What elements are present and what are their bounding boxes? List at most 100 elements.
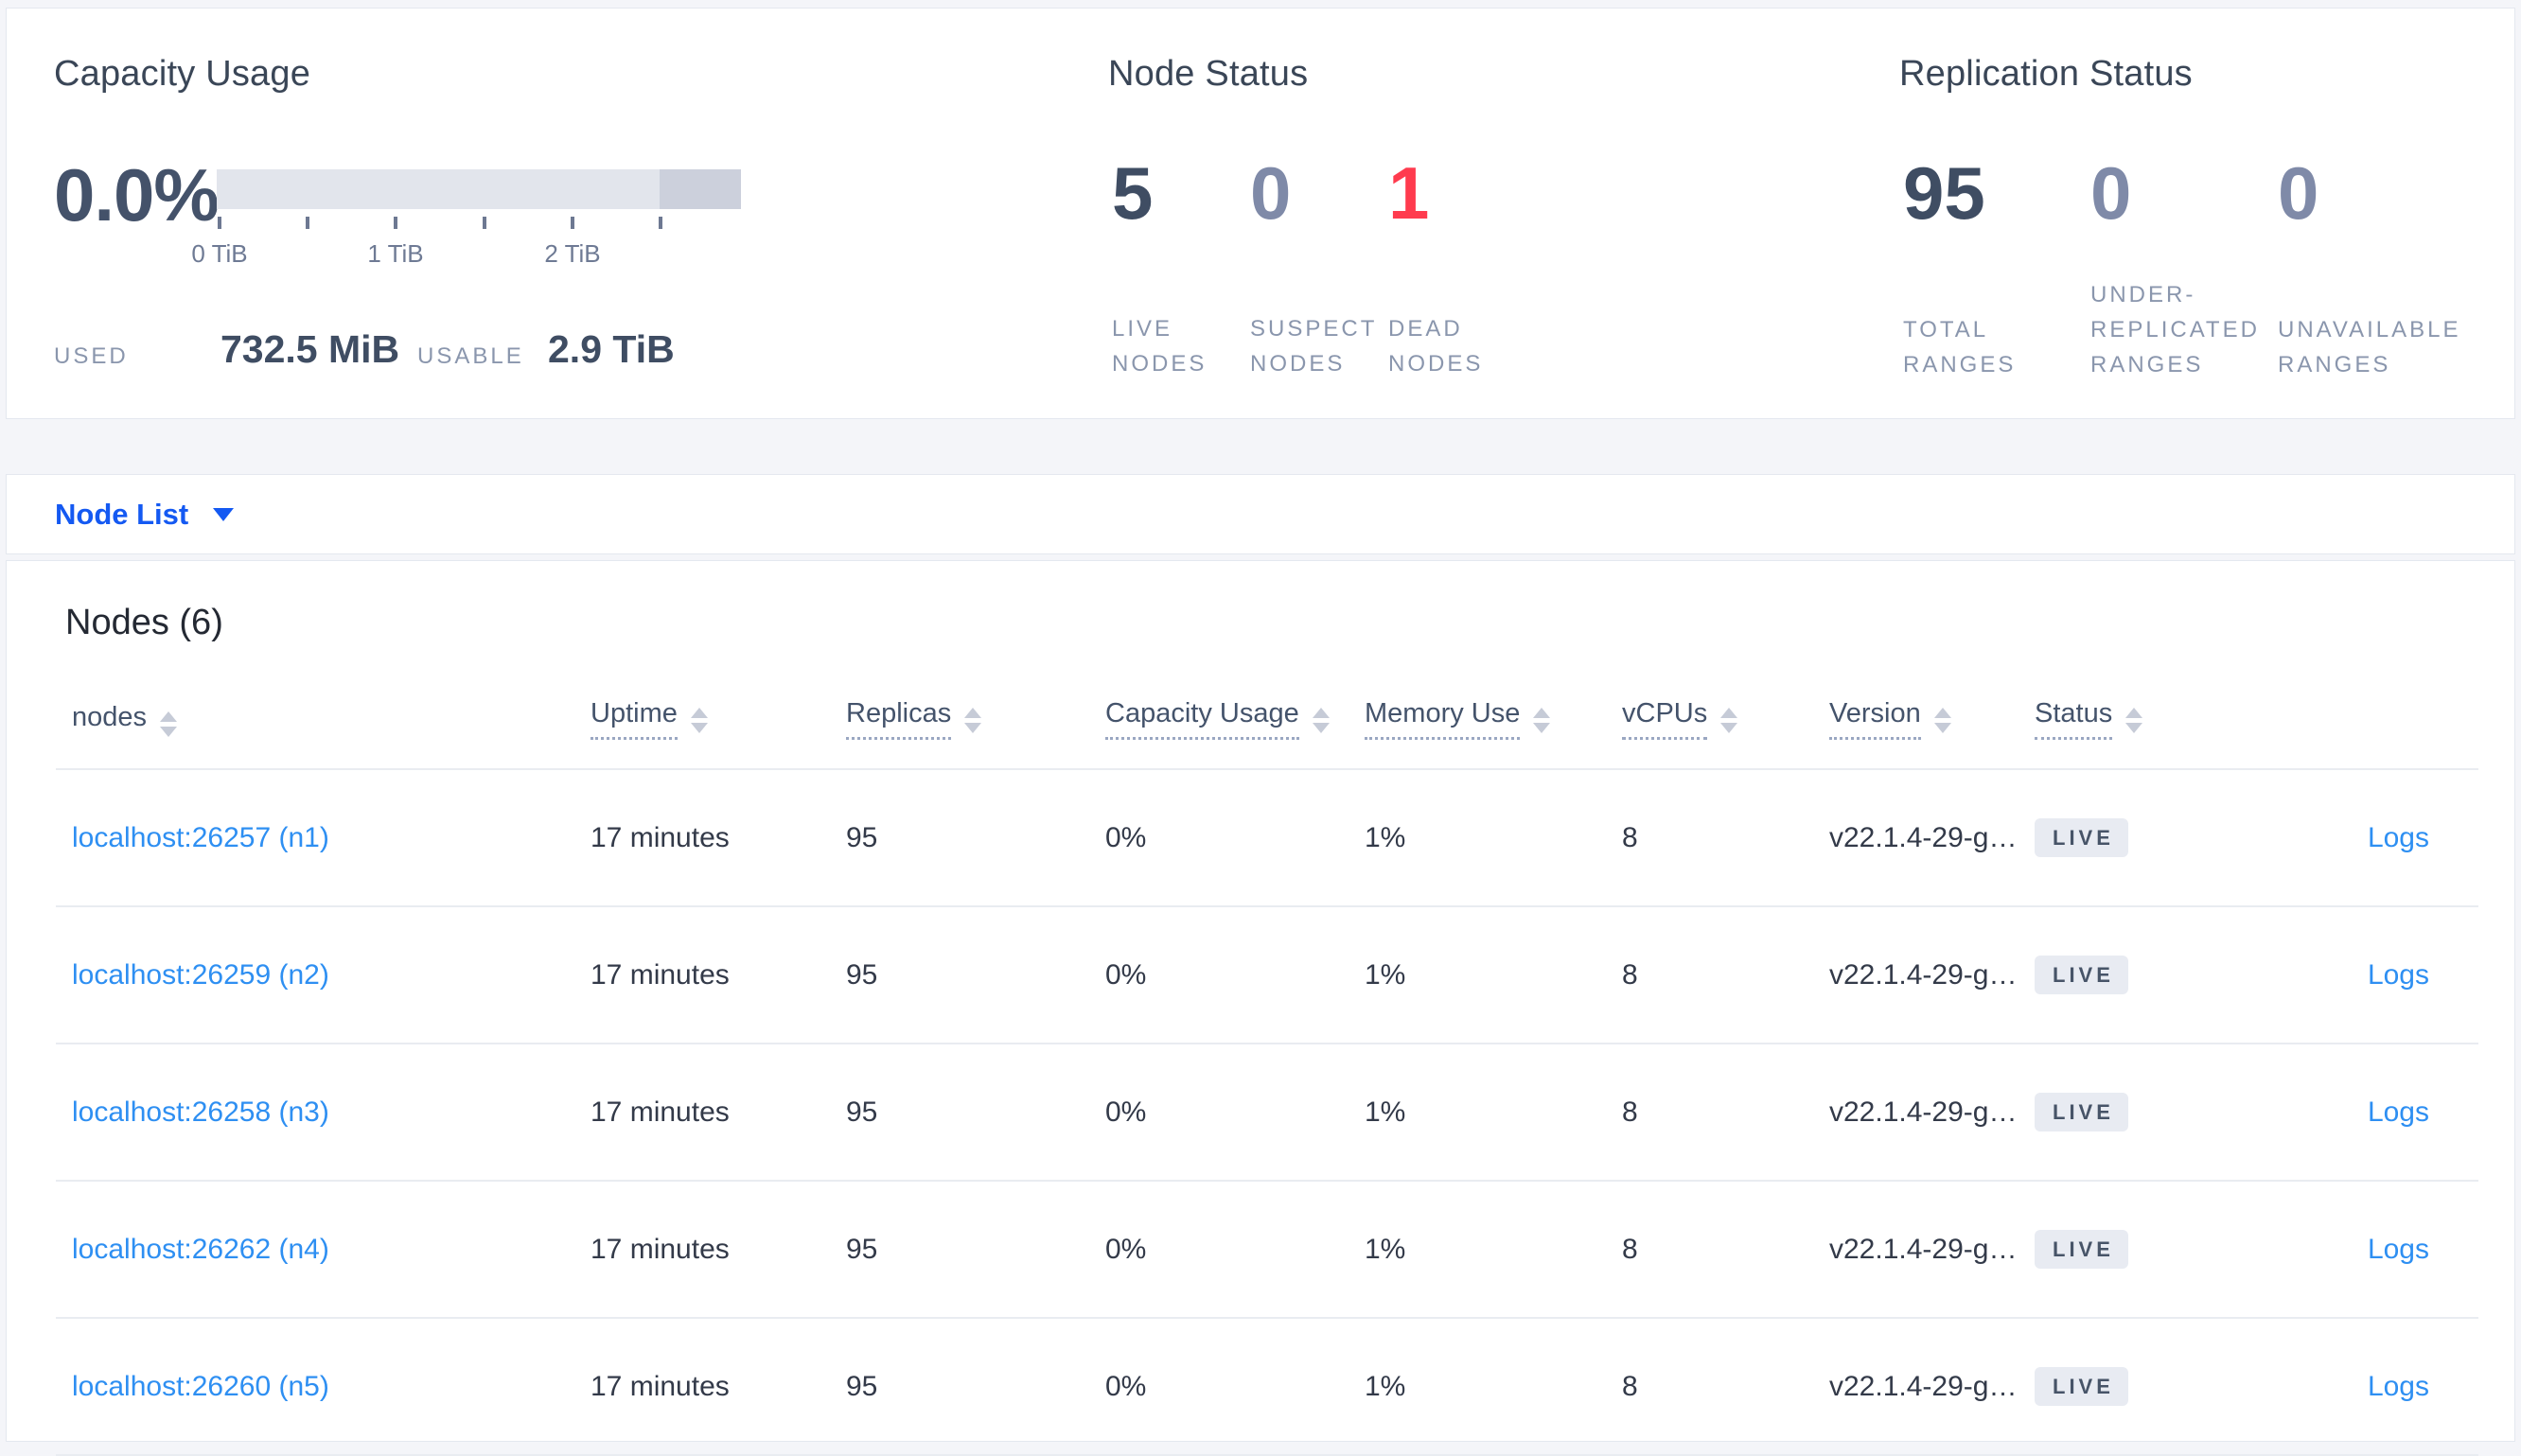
status-badge: LIVE [2035,1367,2128,1406]
node-status-values: 5 0 1 [1108,156,1523,230]
node-link[interactable]: localhost:26257 (n1) [72,821,329,853]
column-header-nodes[interactable]: nodes [56,649,574,770]
under-replicated-ranges-count: 0 [2090,151,2132,235]
live-nodes-count: 5 [1112,151,1154,235]
unavailable-ranges-label: UNAVAILABLE RANGES [2278,317,2461,377]
logs-link[interactable]: Logs [2367,1233,2429,1265]
status-badge: LIVE [2035,1230,2128,1269]
capacity-usage-cell: 0% [1089,1318,1349,1456]
uptime-cell: 17 minutes [574,769,830,907]
sort-icon[interactable] [964,708,982,733]
memory-use-cell: 1% [1349,1181,1606,1319]
sort-icon[interactable] [1720,708,1738,733]
replication-status-title: Replication Status [1899,54,2193,94]
column-header-status[interactable]: Status [2019,649,2223,770]
column-header-replicas[interactable]: Replicas [830,649,1089,770]
memory-use-cell: 1% [1349,1318,1606,1456]
column-header-vcpus[interactable]: vCPUs [1606,649,1813,770]
logs-link[interactable]: Logs [2367,958,2429,991]
logs-link[interactable]: Logs [2367,1370,2429,1402]
node-link[interactable]: localhost:26258 (n3) [72,1096,329,1128]
capacity-bar [217,169,741,209]
nodes-table-card: Nodes (6) nodes Uptime Replicas Capacity… [6,560,2515,1456]
suspect-nodes-label: SUSPECT NODES [1250,316,1377,377]
live-nodes-label: LIVE NODES [1112,316,1208,377]
sort-icon[interactable] [1533,708,1551,733]
logs-link[interactable]: Logs [2367,1096,2429,1128]
node-list-dropdown[interactable]: Node List [55,497,235,532]
capacity-summary: USED 732.5 MiB USABLE 2.9 TiB [54,327,773,384]
capacity-usage-section: Capacity Usage 0.0% 0 TiB 1 TiB 2 TiB US… [54,54,792,395]
capacity-axis-ticks [217,217,741,230]
node-link[interactable]: localhost:26260 (n5) [72,1370,329,1402]
capacity-usage-cell: 0% [1089,769,1349,907]
sort-icon[interactable] [2125,708,2143,733]
table-row: localhost:26259 (n2) 17 minutes 95 0% 1%… [56,906,2478,1044]
column-header-capacity-usage[interactable]: Capacity Usage [1089,649,1349,770]
table-header-row: nodes Uptime Replicas Capacity Usage Mem… [56,649,2478,770]
replicas-cell: 95 [830,1318,1089,1456]
dead-nodes-count: 1 [1388,151,1430,235]
status-badge: LIVE [2035,818,2128,857]
sort-icon[interactable] [1312,708,1330,733]
suspect-nodes-count: 0 [1250,151,1292,235]
sort-icon[interactable] [1933,708,1951,733]
capacity-bar-chart: 0 TiB 1 TiB 2 TiB [191,169,741,268]
version-cell: v22.1.4-29-g… [1813,1318,2019,1456]
replication-values: 95 0 0 [1899,156,2461,230]
capacity-usage-cell: 0% [1089,906,1349,1044]
column-header-logs [2223,649,2478,770]
axis-label-0tib: 0 TiB [191,239,248,268]
replication-status-section: Replication Status 95 0 0 TOTAL RANGES U… [1899,54,2521,395]
nodes-table-title: Nodes (6) [65,603,223,642]
axis-tick [218,217,221,229]
replicas-cell: 95 [830,906,1089,1044]
node-link[interactable]: localhost:26259 (n2) [72,958,329,991]
axis-tick [659,217,662,229]
axis-tick [571,217,574,229]
column-header-uptime[interactable]: Uptime [574,649,830,770]
logs-link[interactable]: Logs [2367,821,2429,853]
nodes-table: nodes Uptime Replicas Capacity Usage Mem… [56,649,2478,1456]
node-list-dropdown-label: Node List [55,497,189,531]
replicas-cell: 95 [830,1181,1089,1319]
cluster-summary-card: Capacity Usage 0.0% 0 TiB 1 TiB 2 TiB US… [6,8,2515,419]
total-ranges-count: 95 [1903,151,1985,235]
table-row: localhost:26260 (n5) 17 minutes 95 0% 1%… [56,1318,2478,1456]
uptime-cell: 17 minutes [574,1044,830,1182]
capacity-axis-labels: 0 TiB 1 TiB 2 TiB [191,239,741,268]
sort-icon[interactable] [160,710,178,737]
memory-use-cell: 1% [1349,906,1606,1044]
axis-label-2tib: 2 TiB [544,239,601,268]
uptime-cell: 17 minutes [574,906,830,1044]
memory-use-cell: 1% [1349,769,1606,907]
node-status-labels: LIVE NODES SUSPECT NODES DEAD NODES [1108,277,1523,381]
vcpus-cell: 8 [1606,1318,1813,1456]
status-badge: LIVE [2035,1093,2128,1131]
replicas-cell: 95 [830,1044,1089,1182]
replication-labels: TOTAL RANGES UNDER-REPLICATED RANGES UNA… [1899,277,2461,382]
used-label: USED [54,343,129,369]
axis-tick [483,217,486,229]
column-header-memory-use[interactable]: Memory Use [1349,649,1606,770]
view-selector-bar: Node List [6,474,2515,554]
version-cell: v22.1.4-29-g… [1813,1044,2019,1182]
axis-tick [306,217,309,229]
column-header-version[interactable]: Version [1813,649,2019,770]
usable-value: 2.9 TiB [548,327,675,371]
usable-label: USABLE [417,343,524,369]
under-replicated-ranges-label: UNDER-REPLICATED RANGES [2090,282,2260,377]
node-link[interactable]: localhost:26262 (n4) [72,1233,329,1265]
vcpus-cell: 8 [1606,1044,1813,1182]
chevron-down-icon [213,507,235,521]
sort-icon[interactable] [690,708,708,733]
table-row: localhost:26257 (n1) 17 minutes 95 0% 1%… [56,769,2478,907]
table-row: localhost:26258 (n3) 17 minutes 95 0% 1%… [56,1044,2478,1182]
used-value: 732.5 MiB [220,327,400,371]
capacity-usage-cell: 0% [1089,1181,1349,1319]
capacity-used-percent: 0.0% [54,153,220,237]
capacity-bar-reserved-segment [660,169,741,209]
node-status-section: Node Status 5 0 1 LIVE NODES SUSPECT NOD… [1108,54,1846,395]
version-cell: v22.1.4-29-g… [1813,769,2019,907]
axis-tick [394,217,397,229]
